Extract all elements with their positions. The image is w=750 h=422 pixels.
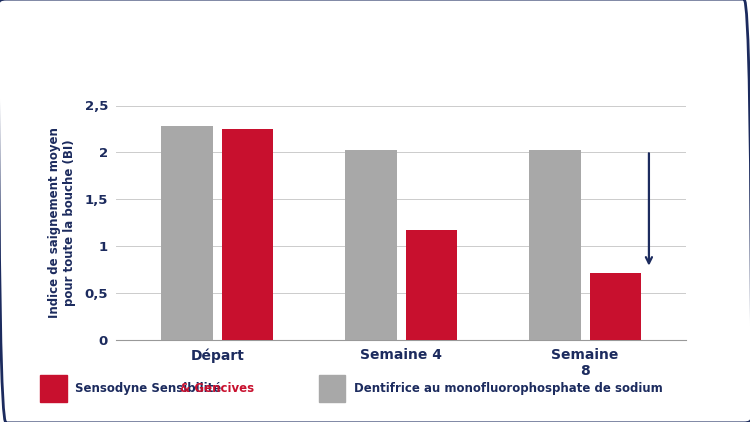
Bar xyxy=(161,126,213,340)
Bar xyxy=(40,375,67,402)
Bar xyxy=(319,375,346,402)
Text: à la 8ᵉ semaine¹: à la 8ᵉ semaine¹ xyxy=(19,62,135,75)
Bar xyxy=(345,151,397,340)
Text: Dentifrice au monofluorophosphate de sodium: Dentifrice au monofluorophosphate de sod… xyxy=(354,382,662,395)
Text: & Gencives: & Gencives xyxy=(180,382,254,395)
Text: Variation de l’hypersensibilité dentinaire (selon la cote Schiff), de la valeur : Variation de l’hypersensibilité dentinai… xyxy=(19,22,620,35)
Bar xyxy=(529,151,580,340)
Y-axis label: Indice de saignement moyen
pour toute la bouche (BI): Indice de saignement moyen pour toute la… xyxy=(48,127,76,318)
Bar xyxy=(222,129,274,340)
Text: Sensodyne Sensibilité: Sensodyne Sensibilité xyxy=(75,382,226,395)
Bar xyxy=(590,273,641,340)
Bar xyxy=(406,230,457,340)
